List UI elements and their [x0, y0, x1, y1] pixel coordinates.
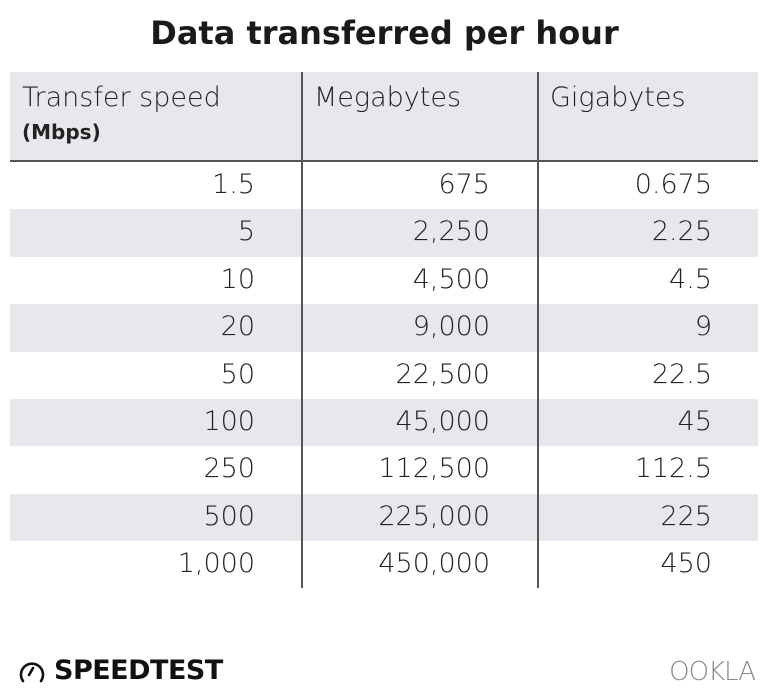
ookla-logo: OOKLA: [669, 657, 756, 687]
column-divider: [301, 72, 303, 588]
cell-megabytes: 4,500: [412, 263, 490, 295]
cell-speed: 1,000: [177, 548, 255, 580]
table-row: 1,000 450,000 450: [10, 541, 758, 588]
cell-gigabytes: 450: [660, 548, 712, 580]
cell-speed: 20: [220, 311, 255, 343]
speedtest-wordmark: SPEEDTEST: [54, 655, 223, 686]
table-row: 250 112,500 112.5: [10, 446, 758, 493]
speedometer-icon: [19, 661, 45, 682]
cell-gigabytes: 45: [677, 406, 712, 437]
cell-megabytes: 450,000: [378, 548, 490, 580]
table-row: 500 225,000 225: [10, 493, 758, 542]
cell-speed: 100: [203, 406, 255, 437]
header-transfer-speed: Transfer speed: [22, 82, 221, 113]
cell-gigabytes: 4.5: [669, 263, 712, 295]
cell-speed: 50: [220, 358, 255, 390]
cell-megabytes: 22,500: [395, 358, 490, 390]
cell-megabytes: 9,000: [412, 311, 490, 343]
cell-megabytes: 45,000: [395, 406, 490, 437]
cell-speed: 250: [203, 453, 255, 485]
cell-gigabytes: 2.25: [651, 216, 712, 248]
table-row: 10 4,500 4.5: [10, 257, 758, 304]
cell-megabytes: 225,000: [378, 500, 490, 532]
table-header: Transfer speed (Mbps) Megabytes Gigabyte…: [10, 72, 758, 162]
cell-gigabytes: 22.5: [651, 358, 712, 390]
speedtest-logo: SPEEDTEST: [18, 655, 223, 686]
cell-speed: 500: [203, 500, 255, 532]
cell-gigabytes: 0.675: [634, 169, 712, 200]
table-row: 50 22,500 22.5: [10, 352, 758, 399]
table-row: 20 9,000 9: [10, 304, 758, 352]
header-gigabytes: Gigabytes: [550, 82, 686, 113]
header-unit: (Mbps): [22, 120, 101, 144]
cell-gigabytes: 9: [694, 311, 712, 343]
column-divider: [537, 72, 539, 588]
cell-megabytes: 2,250: [412, 216, 490, 248]
chart-title: Data transferred per hour: [150, 14, 619, 52]
table-row: 100 45,000 45: [10, 399, 758, 447]
cell-megabytes: 112,500: [378, 453, 490, 485]
table-row: 1.5 675 0.675: [10, 162, 758, 209]
cell-speed: 10: [220, 263, 255, 295]
header-megabytes: Megabytes: [314, 82, 462, 113]
cell-megabytes: 675: [438, 169, 490, 200]
cell-gigabytes: 225: [660, 500, 712, 532]
cell-gigabytes: 112.5: [634, 453, 712, 485]
table-row: 5 2,250 2.25: [10, 209, 758, 257]
cell-speed: 1.5: [212, 169, 255, 200]
cell-speed: 5: [237, 216, 255, 248]
